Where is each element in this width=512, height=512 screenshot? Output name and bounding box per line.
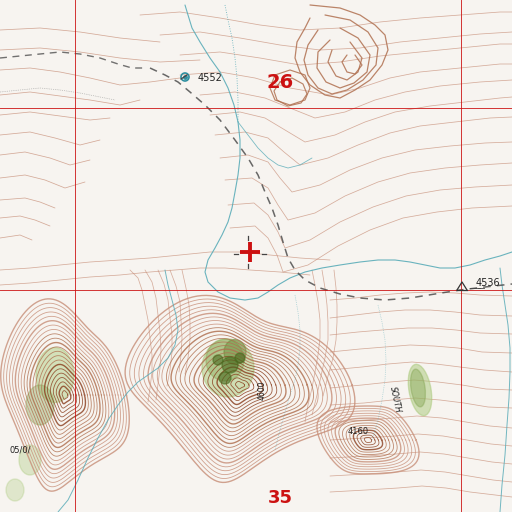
Ellipse shape — [206, 339, 244, 381]
Circle shape — [235, 353, 245, 363]
Text: 05/0/: 05/0/ — [10, 445, 32, 455]
Ellipse shape — [26, 385, 54, 425]
Text: SOUTH: SOUTH — [388, 386, 402, 414]
Ellipse shape — [224, 339, 246, 365]
Circle shape — [219, 372, 231, 384]
Ellipse shape — [19, 445, 41, 475]
Ellipse shape — [6, 479, 24, 501]
Text: 4160: 4160 — [348, 428, 369, 437]
Ellipse shape — [36, 348, 74, 402]
Text: 35: 35 — [267, 489, 292, 507]
Ellipse shape — [411, 369, 425, 407]
Circle shape — [222, 357, 238, 373]
Text: 4552: 4552 — [198, 73, 223, 83]
Circle shape — [213, 355, 223, 365]
Ellipse shape — [408, 365, 432, 416]
Text: 4600: 4600 — [258, 380, 267, 400]
Ellipse shape — [202, 339, 254, 397]
Text: 4536: 4536 — [476, 278, 501, 288]
Text: 26: 26 — [267, 74, 294, 93]
